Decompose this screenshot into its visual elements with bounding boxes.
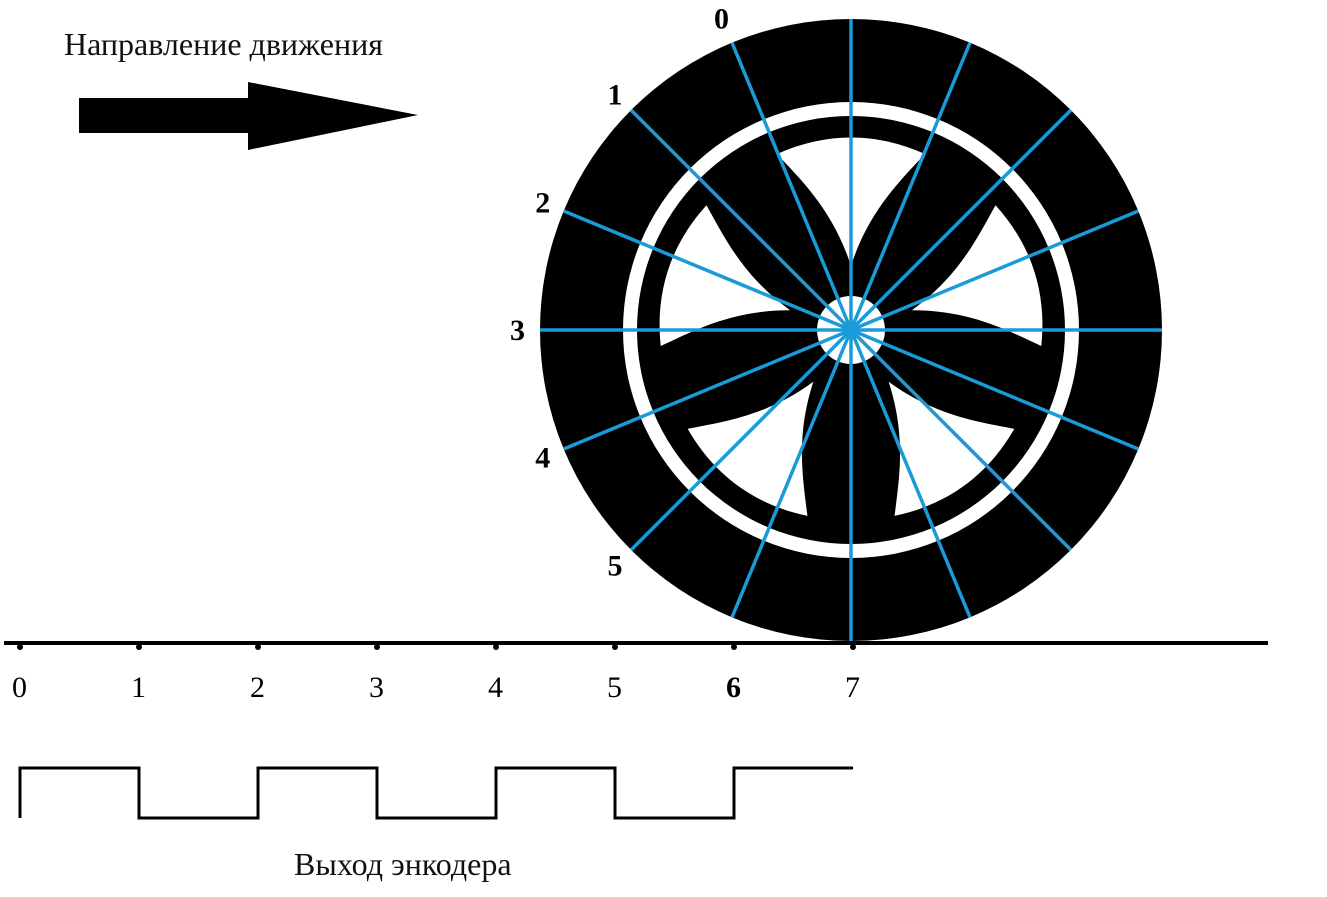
encoder-signal <box>18 766 853 820</box>
wheel-label: 5 <box>608 550 623 583</box>
axis-tick <box>612 644 618 650</box>
axis-tick <box>136 644 142 650</box>
wheel-label: 1 <box>608 79 623 112</box>
axis-tick-label: 4 <box>488 671 503 704</box>
axis-tick <box>731 644 737 650</box>
rim-window <box>911 205 1043 346</box>
spoke-line <box>730 329 853 618</box>
spoke-line <box>849 329 972 618</box>
rim-windows <box>659 137 1043 516</box>
axis-tick-label: 5 <box>607 671 622 704</box>
encoder-caption: Выход энкодера <box>294 846 512 882</box>
axis-tick-label: 0 <box>12 671 27 704</box>
axis-tick <box>374 644 380 650</box>
wheel <box>540 19 1162 641</box>
axis-tick <box>850 644 856 650</box>
spoke-line <box>629 108 853 332</box>
rim-window <box>888 381 1015 516</box>
axis-ticks: 0 1 2 3 4 5 6 7 <box>12 644 860 704</box>
axis-tick <box>255 644 261 650</box>
spoke-line <box>850 209 1139 332</box>
spoke-line <box>850 328 1139 451</box>
direction-arrow <box>79 82 418 150</box>
axis-tick-label: 6 <box>726 671 741 704</box>
axis-tick <box>493 644 499 650</box>
wheel-label: 2 <box>535 187 550 220</box>
spoke-line <box>563 209 852 332</box>
spoke-line <box>849 108 1073 332</box>
spoke-line <box>563 328 852 451</box>
spoke-line <box>629 328 853 552</box>
wheel-label: 0 <box>714 3 729 36</box>
spoke-line <box>849 42 972 331</box>
encoder-spokes <box>540 19 1162 641</box>
axis-tick-label: 2 <box>250 671 265 704</box>
wheel-labels: 0 1 2 3 4 5 <box>510 3 729 583</box>
spoke-line <box>849 328 1073 552</box>
axis-tick-label: 7 <box>845 671 860 704</box>
rim-window <box>659 205 791 346</box>
rim-window <box>687 381 814 516</box>
wheel-label: 4 <box>535 441 550 474</box>
wheel-label: 3 <box>510 314 525 347</box>
axis-tick-label: 3 <box>369 671 384 704</box>
ground-axis: 0 1 2 3 4 5 6 7 <box>4 641 1268 704</box>
axis-tick-label: 1 <box>131 671 146 704</box>
axis-tick <box>17 644 23 650</box>
direction-caption: Направление движения <box>64 26 383 62</box>
spoke-line <box>730 42 853 331</box>
